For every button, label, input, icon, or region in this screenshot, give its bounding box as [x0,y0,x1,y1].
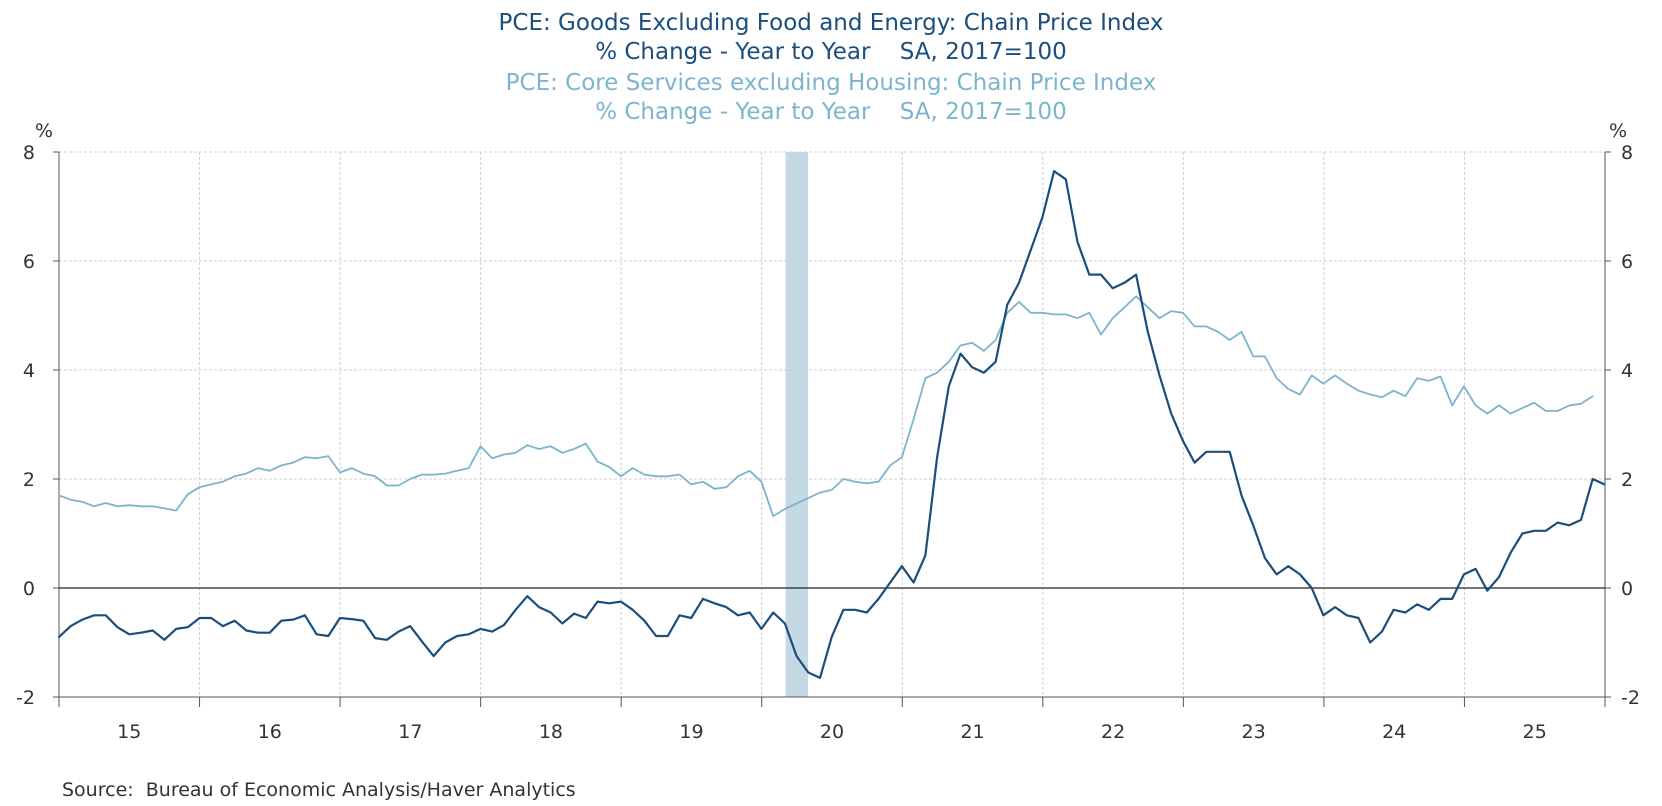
axes [53,151,1611,707]
subtitle-goods: % Change - Year to Year SA, 2017=100 [595,39,1067,65]
y-tick-label-right: 8 [1621,142,1633,164]
x-tick-label: 24 [1382,721,1406,743]
recession-band [785,152,809,697]
x-tick-label: 19 [679,721,703,743]
x-tick-label: 17 [398,721,422,743]
y-tick-label-left: 8 [23,142,35,164]
title-goods: PCE: Goods Excluding Food and Energy: Ch… [499,10,1164,36]
x-tick-label: 21 [960,721,984,743]
y-tick-label-left: 2 [23,469,35,491]
x-tick-label: 23 [1242,721,1266,743]
subtitle-services: % Change - Year to Year SA, 2017=100 [595,99,1067,125]
source-note: Source: Bureau of Economic Analysis/Have… [62,779,576,801]
y-tick-label-right: 4 [1621,360,1633,382]
y-tick-label-right: 6 [1621,251,1633,273]
x-tick-labels: 15 16 17 18 19 20 21 22 23 24 25 [117,721,1547,743]
y-tick-label-right: 2 [1621,469,1633,491]
x-tick-label: 22 [1101,721,1125,743]
y-tick-label-left: -2 [16,687,35,709]
y-tick-labels: 8 8 6 6 4 4 2 2 0 0 -2 -2 [16,142,1640,709]
x-tick-label: 25 [1523,721,1547,743]
x-tick-label: 15 [117,721,141,743]
services-series-line [58,295,1594,517]
recession-band-layer [785,152,809,697]
x-tick-label: 16 [258,721,282,743]
y-tick-label-left: 6 [23,251,35,273]
x-tick-label: 20 [820,721,844,743]
gridlines [59,151,1605,698]
y-tick-label-left: 4 [23,360,35,382]
series-lines [57,170,1606,680]
title-services: PCE: Core Services excluding Housing: Ch… [506,70,1157,96]
goods-series-line [57,170,1606,680]
x-tick-label: 18 [539,721,563,743]
y-tick-label-right: -2 [1621,687,1640,709]
y-tick-label-left: 0 [23,578,35,600]
y-tick-label-right: 0 [1621,578,1633,600]
right-unit-label: % [1609,120,1627,142]
left-unit-label: % [35,120,53,142]
